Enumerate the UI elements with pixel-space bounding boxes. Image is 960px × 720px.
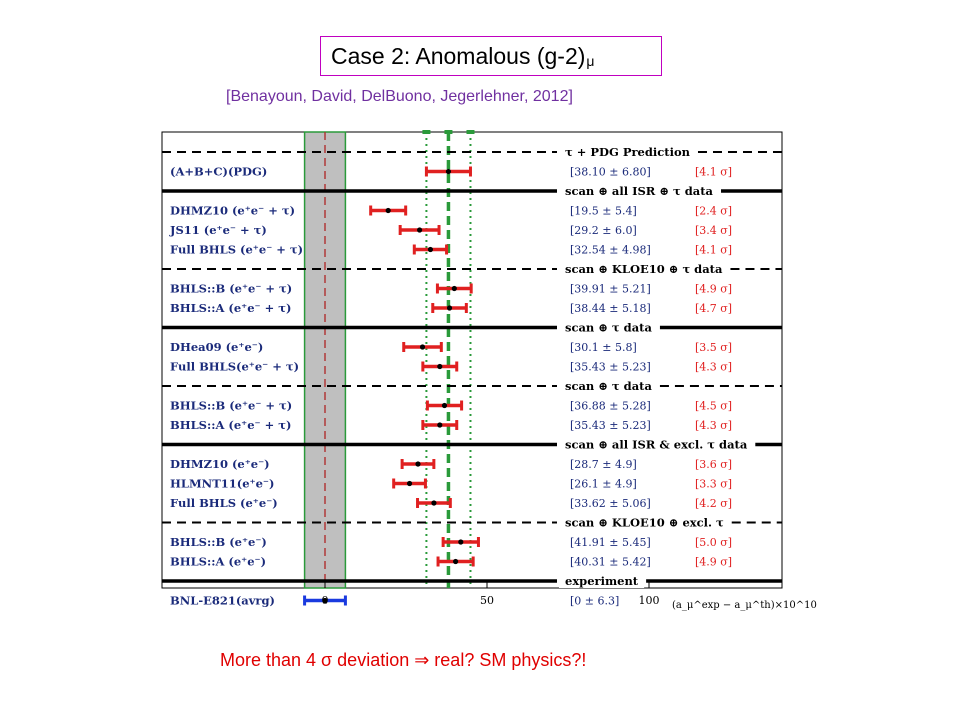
group-header-bg xyxy=(559,514,730,530)
data-point xyxy=(406,480,413,487)
row-sigma: [4.5 σ] xyxy=(695,400,732,413)
group-header: scan ⊕ all ISR & excl. τ data xyxy=(565,438,748,452)
row-value: [40.31 ± 5.42] xyxy=(570,556,651,569)
group-header-bg xyxy=(559,378,658,393)
data-point xyxy=(458,539,464,545)
row-label: DHMZ10 (e⁺e⁻) xyxy=(170,457,270,471)
row-value: [30.1 ± 5.8] xyxy=(570,341,637,354)
data-point xyxy=(322,597,328,604)
row-sigma: [4.3 σ] xyxy=(695,419,732,432)
row-label: BHLS::B (e⁺e⁻ + τ) xyxy=(170,399,292,413)
row-sigma: [4.3 σ] xyxy=(695,361,732,374)
data-point xyxy=(385,207,391,214)
group-header: scan ⊕ τ data xyxy=(565,321,652,335)
group-header-bg xyxy=(559,261,729,276)
row-value: [38.10 ± 6.80] xyxy=(570,166,651,179)
row-value: [35.43 ± 5.23] xyxy=(570,361,651,374)
row-value: [35.43 ± 5.23] xyxy=(570,419,651,432)
group-header: scan ⊕ all ISR ⊕ τ data xyxy=(565,184,714,198)
row-sigma: [4.7 σ] xyxy=(695,302,732,315)
data-point xyxy=(427,246,434,253)
group-header-bg xyxy=(559,144,696,159)
group-header: τ + PDG Prediction xyxy=(565,145,691,159)
reference-line-cap-2 xyxy=(466,130,475,134)
footer-note: More than 4 σ deviation ⇒ real? SM physi… xyxy=(220,650,587,670)
data-point xyxy=(441,402,448,409)
row-label: Full BHLS(e⁺e⁻ + τ) xyxy=(170,360,299,374)
row-label: (A+B+C)(PDG) xyxy=(170,165,267,179)
row-value: [0 ± 6.3] xyxy=(570,595,619,608)
row-label: HLMNT11(e⁺e⁻) xyxy=(170,477,274,491)
row-sigma: [4.9 σ] xyxy=(695,556,732,569)
row-value: [41.91 ± 5.45] xyxy=(570,536,651,549)
row-value: [32.54 ± 4.98] xyxy=(570,244,651,257)
data-point xyxy=(453,558,459,565)
row-label: BHLS::A (e⁺e⁻) xyxy=(170,555,266,569)
row-sigma: [5.0 σ] xyxy=(695,536,732,549)
group-header: experiment xyxy=(565,574,639,588)
row-sigma: [3.4 σ] xyxy=(695,224,732,237)
row-sigma: [4.1 σ] xyxy=(695,244,732,257)
row-value: [29.2 ± 6.0] xyxy=(570,224,637,237)
row-label: JS11 (e⁺e⁻ + τ) xyxy=(169,223,267,237)
data-point xyxy=(417,227,423,233)
reference-line-cap-0 xyxy=(444,130,453,134)
data-point xyxy=(419,344,426,350)
data-point xyxy=(431,500,437,506)
x-tick-label: 50 xyxy=(480,594,494,607)
row-label: BHLS::B (e⁺e⁻ + τ) xyxy=(170,282,292,296)
x-axis-label: (a_μ^exp − a_μ^th)×10^10 xyxy=(672,600,817,611)
row-sigma: [4.2 σ] xyxy=(695,497,732,510)
row-label: DHea09 (e⁺e⁻) xyxy=(170,340,263,354)
row-label: BHLS::A (e⁺e⁻ + τ) xyxy=(170,301,291,315)
group-header: scan ⊕ KLOE10 ⊕ excl. τ xyxy=(565,516,724,530)
group-header: scan ⊕ KLOE10 ⊕ τ data xyxy=(565,262,723,276)
row-value: [33.62 ± 5.06] xyxy=(570,497,651,510)
slide-title: Case 2: Anomalous (g-2) μ xyxy=(320,36,662,76)
row-label: Full BHLS (e⁺e⁻) xyxy=(170,496,278,510)
group-header-bg xyxy=(559,573,645,588)
x-tick-label: 0 xyxy=(322,594,329,607)
row-value: [28.7 ± 4.9] xyxy=(570,458,637,471)
group-header: scan ⊕ τ data xyxy=(565,379,652,393)
group-header-bg xyxy=(559,436,754,452)
row-value: [39.91 ± 5.21] xyxy=(570,283,651,296)
slide-title-subscript: μ xyxy=(586,53,595,69)
data-point xyxy=(451,285,457,292)
row-value: [38.44 ± 5.18] xyxy=(570,302,651,315)
row-value: [36.88 ± 5.28] xyxy=(570,400,651,413)
row-sigma: [4.1 σ] xyxy=(695,166,732,179)
row-label: BHLS::B (e⁺e⁻) xyxy=(170,535,267,549)
row-sigma: [3.6 σ] xyxy=(695,458,732,471)
row-label: Full BHLS (e⁺e⁻ + τ) xyxy=(170,243,303,257)
group-header-bg xyxy=(559,319,658,335)
row-label: BHLS::A (e⁺e⁻ + τ) xyxy=(170,418,291,432)
slide-title-text: Case 2: Anomalous (g-2) xyxy=(331,42,586,69)
row-sigma: [4.9 σ] xyxy=(695,283,732,296)
data-point xyxy=(437,422,443,428)
row-sigma: [3.5 σ] xyxy=(695,341,732,354)
data-point xyxy=(437,363,443,370)
data-point xyxy=(446,305,453,311)
row-label: BNL-E821(avrg) xyxy=(170,594,275,608)
row-value: [19.5 ± 5.4] xyxy=(570,205,637,218)
reference-line-cap-1 xyxy=(422,130,431,134)
row-sigma: [2.4 σ] xyxy=(695,205,732,218)
row-value: [26.1 ± 4.9] xyxy=(570,478,637,491)
x-tick-label: 100 xyxy=(639,594,660,607)
citation: [Benayoun, David, DelBuono, Jegerlehner,… xyxy=(226,88,573,105)
row-sigma: [3.3 σ] xyxy=(695,478,732,491)
group-header-bg xyxy=(559,183,720,198)
data-point xyxy=(415,461,421,467)
row-label: DHMZ10 (e⁺e⁻ + τ) xyxy=(170,204,295,218)
data-point xyxy=(445,168,452,175)
